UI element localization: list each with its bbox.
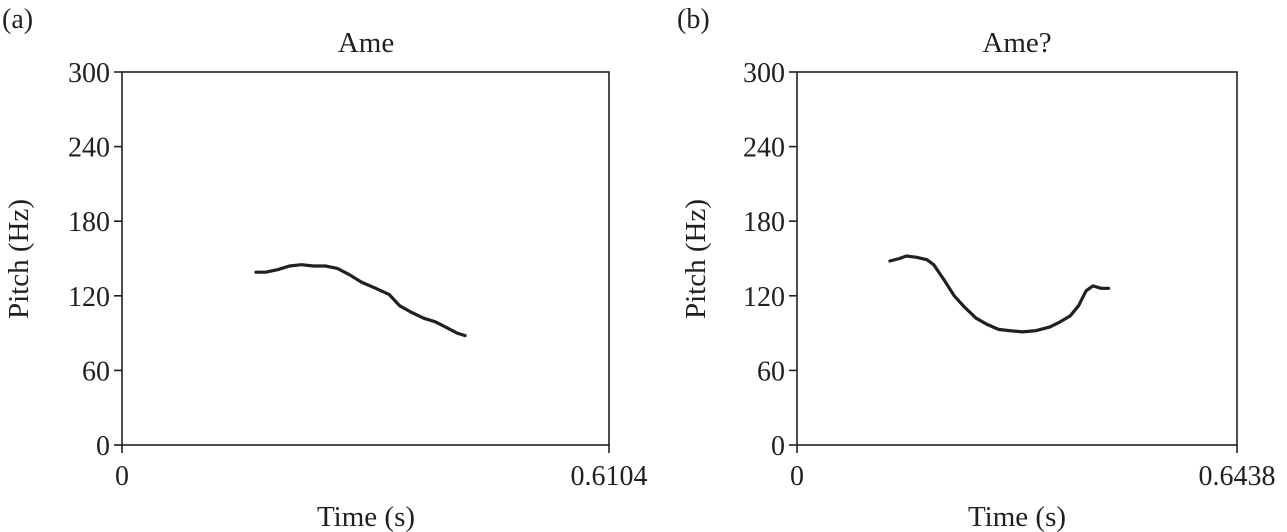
x-tick-label: 0 bbox=[115, 461, 129, 492]
y-tick-label: 60 bbox=[82, 356, 110, 387]
chart-b-x-axis: 0 0.6438 bbox=[790, 445, 1276, 492]
x-tick-label: 0 bbox=[790, 461, 804, 492]
chart-b-x-axis-label: Time (s) bbox=[968, 501, 1066, 532]
panel-b-label: (b) bbox=[677, 4, 710, 35]
y-tick-label: 0 bbox=[771, 431, 785, 462]
y-tick-label: 60 bbox=[757, 356, 785, 387]
chart-a-x-axis: 0 0.6104 bbox=[115, 445, 648, 492]
y-tick-label: 0 bbox=[96, 431, 110, 462]
y-tick-label: 180 bbox=[68, 207, 110, 238]
panel-a: (a) Ame 0 60 120 180 240 300 0 0.6104 Time (s)… bbox=[2, 4, 648, 532]
chart-b-y-axis: 0 60 120 180 240 300 bbox=[743, 58, 797, 462]
chart-a-x-axis-label: Time (s) bbox=[317, 501, 415, 532]
y-tick-label: 300 bbox=[743, 58, 785, 89]
chart-a-pitch-series-line bbox=[254, 263, 467, 338]
y-tick-label: 240 bbox=[743, 133, 785, 164]
x-tick-label: 0.6104 bbox=[571, 461, 648, 492]
chart-b-plot-frame bbox=[796, 71, 1238, 446]
chart-b-pitch-series-line bbox=[888, 254, 1111, 334]
x-tick-label: 0.6438 bbox=[1199, 461, 1276, 492]
chart-a-y-axis-label: Pitch (Hz) bbox=[3, 199, 35, 319]
panel-b: (b) Ame? 0 60 120 180 240 300 0 0.6438 Time (s… bbox=[677, 4, 1276, 532]
chart-a-title: Ame bbox=[338, 27, 394, 59]
y-tick-label: 300 bbox=[68, 58, 110, 89]
y-tick-label: 240 bbox=[68, 133, 110, 164]
y-tick-label: 120 bbox=[68, 282, 110, 313]
panel-a-label: (a) bbox=[2, 4, 33, 35]
chart-b-title: Ame? bbox=[982, 27, 1051, 59]
chart-a-plot-frame bbox=[121, 71, 610, 446]
y-tick-label: 120 bbox=[743, 282, 785, 313]
chart-a-y-axis: 0 60 120 180 240 300 bbox=[68, 58, 122, 462]
chart-b-y-axis-label: Pitch (Hz) bbox=[680, 199, 712, 319]
y-tick-label: 180 bbox=[743, 207, 785, 238]
